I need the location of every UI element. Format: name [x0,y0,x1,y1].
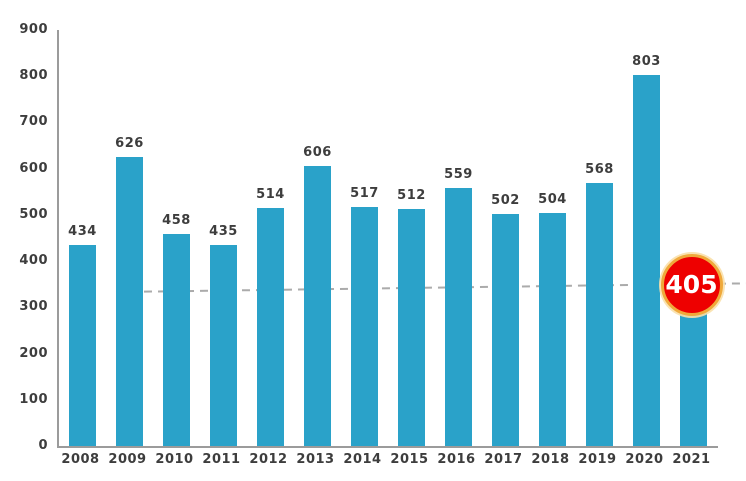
y-axis-tick-label: 700 [19,114,48,130]
bar-value-label: 517 [350,186,379,202]
bar-2009 [116,156,143,446]
x-axis-tick-label: 2011 [202,452,241,467]
y-axis-tick-label: 100 [19,391,48,407]
highlight-badge-value: 405 [665,270,718,300]
bar-2008 [69,245,96,446]
bar-2015 [398,209,425,446]
y-axis-tick-label: 400 [19,253,48,269]
bar-value-label: 502 [491,192,520,208]
bar-value-label: 803 [632,53,661,69]
x-axis-tick-label: 2015 [390,452,429,467]
x-axis-tick-label: 2016 [437,452,476,467]
bar-value-label: 504 [538,192,567,208]
bar-2017 [492,213,519,446]
bar-2011 [210,244,237,446]
highlight-badge: 405 [660,253,723,316]
bar-value-label: 559 [444,166,473,182]
bar-2014 [351,207,378,446]
bar-2013 [304,165,331,446]
y-axis-tick-label: 600 [19,160,48,176]
bar-value-label: 514 [256,187,285,203]
y-axis-tick-label: 800 [19,68,48,84]
bar-value-label: 458 [162,213,191,229]
x-axis-tick-label: 2008 [61,452,100,467]
bar-value-label: 435 [209,223,238,239]
plot-area: 434 626 458 435 514 606 517 512 559 502 504 568 803 [57,30,746,448]
y-axis-tick-label: 900 [19,22,48,37]
bar-2016 [445,187,472,446]
y-axis-tick-label: 500 [19,206,48,222]
bar-value-label: 568 [585,162,614,178]
bar-2020 [633,74,660,446]
y-axis-tick-label: 0 [38,438,48,453]
bar-value-label: 434 [68,224,97,240]
bar-2018 [539,213,566,446]
x-axis-tick-label: 2012 [249,452,288,467]
x-axis-tick-label: 2020 [625,452,664,467]
bar-value-label: 626 [115,135,144,151]
y-axis-tick-label: 200 [19,345,48,361]
bar-value-label: 606 [303,144,332,160]
y-axis-tick-label: 300 [19,299,48,315]
x-axis-tick-label: 2010 [155,452,194,467]
x-axis-tick-label: 2021 [672,452,711,467]
bar-2019 [586,183,613,446]
x-axis-tick-label: 2013 [296,452,335,467]
x-axis-tick-label: 2009 [108,452,147,467]
x-axis-tick-label: 2018 [531,452,570,467]
x-axis-tick-label: 2017 [484,452,523,467]
bar-2012 [257,208,284,446]
bar-2010 [163,234,190,446]
x-axis-tick-label: 2019 [578,452,617,467]
x-axis-tick-label: 2014 [343,452,382,467]
bar-value-label: 512 [397,188,426,204]
